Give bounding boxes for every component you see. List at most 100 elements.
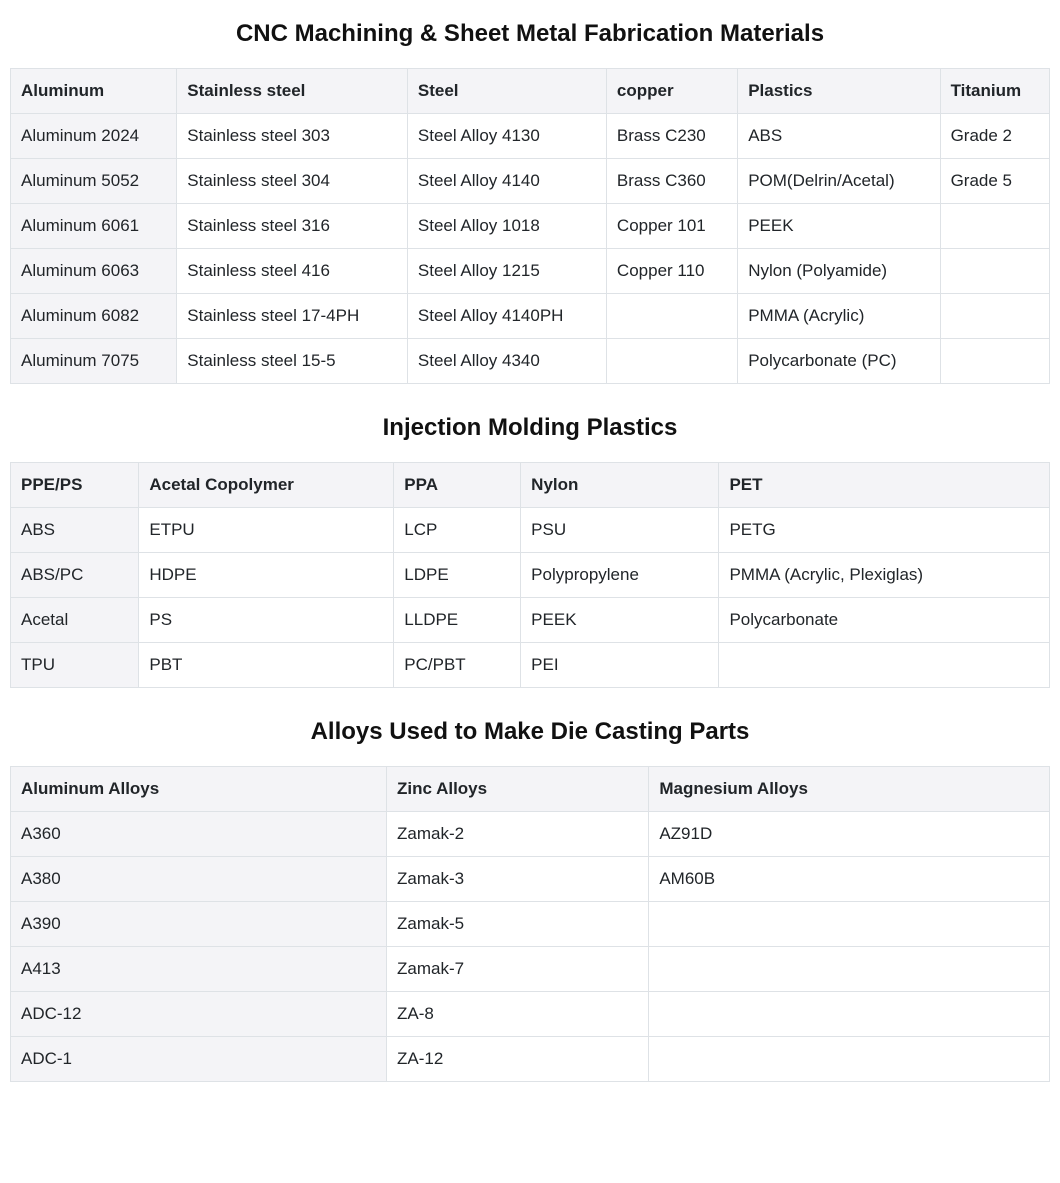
table-row: Aluminum 6082 Stainless steel 17-4PH Ste… xyxy=(11,294,1050,339)
cell: A380 xyxy=(11,857,387,902)
cell: LLDPE xyxy=(394,598,521,643)
cell: ETPU xyxy=(139,508,394,553)
col-header: Stainless steel xyxy=(177,69,408,114)
cell: ZA-8 xyxy=(387,992,649,1037)
cell: ADC-1 xyxy=(11,1037,387,1082)
table-row: Aluminum 7075 Stainless steel 15-5 Steel… xyxy=(11,339,1050,384)
cell: PS xyxy=(139,598,394,643)
col-header: Acetal Copolymer xyxy=(139,463,394,508)
col-header: Plastics xyxy=(738,69,940,114)
cell: Aluminum 7075 xyxy=(11,339,177,384)
cell xyxy=(606,294,737,339)
cell: AZ91D xyxy=(649,812,1050,857)
cell: Aluminum 5052 xyxy=(11,159,177,204)
cell: Zamak-2 xyxy=(387,812,649,857)
cell: A390 xyxy=(11,902,387,947)
cell: Grade 5 xyxy=(940,159,1049,204)
cell: PSU xyxy=(521,508,719,553)
cell: ZA-12 xyxy=(387,1037,649,1082)
cell: Steel Alloy 4130 xyxy=(407,114,606,159)
table-row: TPU PBT PC/PBT PEI xyxy=(11,643,1050,688)
cell: Zamak-3 xyxy=(387,857,649,902)
table-row: Aluminum 2024 Stainless steel 303 Steel … xyxy=(11,114,1050,159)
col-header: Zinc Alloys xyxy=(387,767,649,812)
cell: PEI xyxy=(521,643,719,688)
table-row: A360 Zamak-2 AZ91D xyxy=(11,812,1050,857)
cell: Stainless steel 17-4PH xyxy=(177,294,408,339)
cell: ABS xyxy=(738,114,940,159)
cell: Stainless steel 316 xyxy=(177,204,408,249)
col-header: Steel xyxy=(407,69,606,114)
cell: PC/PBT xyxy=(394,643,521,688)
cell: ABS/PC xyxy=(11,553,139,598)
cell: Polycarbonate (PC) xyxy=(738,339,940,384)
cell: PMMA (Acrylic, Plexiglas) xyxy=(719,553,1050,598)
cell xyxy=(940,339,1049,384)
cell: HDPE xyxy=(139,553,394,598)
cell: Steel Alloy 4340 xyxy=(407,339,606,384)
cell: Zamak-5 xyxy=(387,902,649,947)
cell: PETG xyxy=(719,508,1050,553)
col-header: copper xyxy=(606,69,737,114)
table-row: ADC-1 ZA-12 xyxy=(11,1037,1050,1082)
cell: Aluminum 6082 xyxy=(11,294,177,339)
section-title-injection: Injection Molding Plastics xyxy=(10,414,1050,442)
diecasting-alloys-table: Aluminum Alloys Zinc Alloys Magnesium Al… xyxy=(10,766,1050,1082)
cell: Nylon (Polyamide) xyxy=(738,249,940,294)
table-row: ADC-12 ZA-8 xyxy=(11,992,1050,1037)
col-header: PET xyxy=(719,463,1050,508)
cell: POM(Delrin/Acetal) xyxy=(738,159,940,204)
table-row: A390 Zamak-5 xyxy=(11,902,1050,947)
section-title-cnc: CNC Machining & Sheet Metal Fabrication … xyxy=(10,20,1050,48)
table-row: ABS/PC HDPE LDPE Polypropylene PMMA (Acr… xyxy=(11,553,1050,598)
table-row: Acetal PS LLDPE PEEK Polycarbonate xyxy=(11,598,1050,643)
cell xyxy=(649,902,1050,947)
cell: Polycarbonate xyxy=(719,598,1050,643)
table-row: ABS ETPU LCP PSU PETG xyxy=(11,508,1050,553)
cell: Stainless steel 304 xyxy=(177,159,408,204)
cell: PMMA (Acrylic) xyxy=(738,294,940,339)
cell: Acetal xyxy=(11,598,139,643)
table-row: Aluminum 5052 Stainless steel 304 Steel … xyxy=(11,159,1050,204)
col-header: Magnesium Alloys xyxy=(649,767,1050,812)
cell: TPU xyxy=(11,643,139,688)
cell: Stainless steel 15-5 xyxy=(177,339,408,384)
injection-plastics-table: PPE/PS Acetal Copolymer PPA Nylon PET AB… xyxy=(10,462,1050,688)
col-header: Nylon xyxy=(521,463,719,508)
cell: PBT xyxy=(139,643,394,688)
table-row: A413 Zamak-7 xyxy=(11,947,1050,992)
col-header: Aluminum xyxy=(11,69,177,114)
cell xyxy=(649,1037,1050,1082)
cell xyxy=(940,249,1049,294)
cell: PEEK xyxy=(521,598,719,643)
cell: Steel Alloy 4140PH xyxy=(407,294,606,339)
cell: Aluminum 2024 xyxy=(11,114,177,159)
table-row: Aluminum 6063 Stainless steel 416 Steel … xyxy=(11,249,1050,294)
cell xyxy=(940,204,1049,249)
cell xyxy=(719,643,1050,688)
cell: Brass C230 xyxy=(606,114,737,159)
cell: A413 xyxy=(11,947,387,992)
cell: AM60B xyxy=(649,857,1050,902)
cell: Steel Alloy 1215 xyxy=(407,249,606,294)
col-header: PPE/PS xyxy=(11,463,139,508)
cell xyxy=(606,339,737,384)
cell: ADC-12 xyxy=(11,992,387,1037)
cell: PEEK xyxy=(738,204,940,249)
cell xyxy=(649,992,1050,1037)
cnc-materials-table: Aluminum Stainless steel Steel copper Pl… xyxy=(10,68,1050,384)
cell: Copper 110 xyxy=(606,249,737,294)
cell: Stainless steel 303 xyxy=(177,114,408,159)
cell: A360 xyxy=(11,812,387,857)
cell: Aluminum 6063 xyxy=(11,249,177,294)
cell: Polypropylene xyxy=(521,553,719,598)
table-row: Aluminum 6061 Stainless steel 316 Steel … xyxy=(11,204,1050,249)
cell: Steel Alloy 4140 xyxy=(407,159,606,204)
cell: Copper 101 xyxy=(606,204,737,249)
col-header: Titanium xyxy=(940,69,1049,114)
cell: Grade 2 xyxy=(940,114,1049,159)
cell: Stainless steel 416 xyxy=(177,249,408,294)
cell: ABS xyxy=(11,508,139,553)
col-header: PPA xyxy=(394,463,521,508)
section-title-diecasting: Alloys Used to Make Die Casting Parts xyxy=(10,718,1050,746)
